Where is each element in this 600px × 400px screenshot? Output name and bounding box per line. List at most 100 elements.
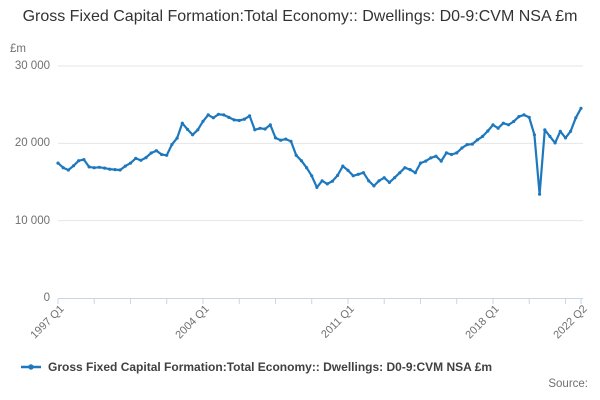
data-point[interactable] (248, 114, 252, 118)
data-point[interactable] (512, 119, 516, 124)
data-point[interactable] (481, 134, 485, 138)
data-point[interactable] (87, 165, 91, 169)
data-point[interactable] (330, 179, 334, 183)
data-point[interactable] (216, 112, 221, 116)
data-point[interactable] (548, 134, 552, 138)
data-point[interactable] (527, 115, 531, 119)
data-point[interactable] (56, 161, 60, 165)
data-point[interactable] (491, 123, 495, 127)
data-point[interactable] (486, 129, 490, 133)
data-point[interactable] (201, 119, 205, 123)
data-point[interactable] (92, 166, 96, 170)
data-point[interactable] (506, 123, 511, 127)
data-point[interactable] (398, 171, 402, 175)
data-point[interactable] (361, 171, 366, 175)
data-point[interactable] (413, 171, 417, 175)
data-point[interactable] (108, 167, 112, 171)
data-point[interactable] (273, 136, 278, 140)
data-point[interactable] (315, 185, 319, 189)
data-point[interactable] (191, 133, 195, 137)
data-point[interactable] (553, 141, 557, 145)
data-point[interactable] (403, 166, 407, 170)
data-point[interactable] (367, 179, 371, 183)
data-point[interactable] (211, 116, 215, 120)
data-point[interactable] (372, 184, 376, 188)
data-point[interactable] (558, 129, 562, 133)
data-point[interactable] (449, 152, 454, 157)
data-point[interactable] (175, 136, 179, 140)
data-point[interactable] (325, 182, 329, 186)
data-point[interactable] (103, 166, 107, 170)
data-point[interactable] (149, 151, 153, 155)
data-point[interactable] (569, 129, 573, 133)
data-point[interactable] (346, 168, 350, 172)
data-point[interactable] (144, 156, 148, 160)
data-point[interactable] (305, 166, 309, 170)
data-point[interactable] (71, 164, 76, 168)
data-point[interactable] (206, 113, 210, 117)
data-point[interactable] (123, 164, 127, 168)
data-point[interactable] (77, 159, 81, 163)
data-point[interactable] (455, 151, 459, 155)
data-point[interactable] (341, 164, 345, 168)
data-point[interactable] (128, 161, 133, 165)
data-point[interactable] (496, 126, 500, 130)
data-point[interactable] (154, 149, 158, 153)
data-point[interactable] (460, 146, 464, 150)
data-point[interactable] (284, 137, 288, 141)
data-point[interactable] (66, 168, 70, 172)
data-point[interactable] (501, 121, 505, 125)
data-point[interactable] (242, 117, 246, 121)
data-point[interactable] (517, 115, 521, 119)
data-point[interactable] (538, 192, 542, 196)
data-point[interactable] (160, 152, 164, 157)
data-point[interactable] (139, 158, 143, 162)
data-point[interactable] (170, 142, 174, 147)
data-point[interactable] (279, 138, 283, 142)
data-point[interactable] (310, 174, 314, 178)
data-point[interactable] (393, 176, 397, 180)
data-point[interactable] (320, 179, 324, 183)
data-point[interactable] (268, 123, 272, 127)
data-point[interactable] (258, 126, 262, 130)
data-point[interactable] (232, 118, 236, 122)
data-point[interactable] (382, 176, 386, 180)
data-point[interactable] (113, 168, 117, 172)
data-point[interactable] (97, 165, 101, 169)
data-point[interactable] (336, 173, 340, 177)
data-point[interactable] (118, 168, 122, 172)
data-point[interactable] (299, 159, 303, 163)
data-point[interactable] (222, 113, 226, 117)
data-point[interactable] (434, 154, 438, 158)
data-point[interactable] (227, 115, 231, 119)
data-point[interactable] (418, 161, 423, 165)
data-point[interactable] (253, 128, 257, 132)
data-point[interactable] (574, 116, 578, 120)
data-point[interactable] (134, 156, 138, 160)
data-point[interactable] (543, 128, 547, 132)
data-point[interactable] (387, 180, 391, 184)
data-point[interactable] (185, 127, 190, 131)
data-point[interactable] (424, 159, 428, 163)
data-point[interactable] (408, 168, 412, 172)
data-point[interactable] (165, 153, 169, 157)
data-point[interactable] (475, 138, 479, 142)
data-point[interactable] (82, 158, 86, 162)
data-point[interactable] (237, 118, 241, 123)
data-point[interactable] (579, 106, 583, 110)
data-point[interactable] (465, 143, 469, 147)
data-point[interactable] (196, 128, 200, 132)
data-point[interactable] (356, 172, 360, 176)
data-point[interactable] (377, 179, 381, 183)
data-point[interactable] (563, 136, 568, 140)
data-series-line[interactable] (56, 107, 583, 196)
data-point[interactable] (61, 166, 65, 170)
data-point[interactable] (470, 142, 474, 146)
data-point[interactable] (429, 156, 433, 160)
data-point[interactable] (180, 121, 184, 125)
legend-item[interactable]: Gross Fixed Capital Formation:Total Econ… (20, 360, 492, 374)
data-point[interactable] (289, 139, 293, 143)
data-point[interactable] (294, 153, 298, 157)
data-point[interactable] (351, 174, 355, 178)
data-point[interactable] (444, 151, 448, 155)
